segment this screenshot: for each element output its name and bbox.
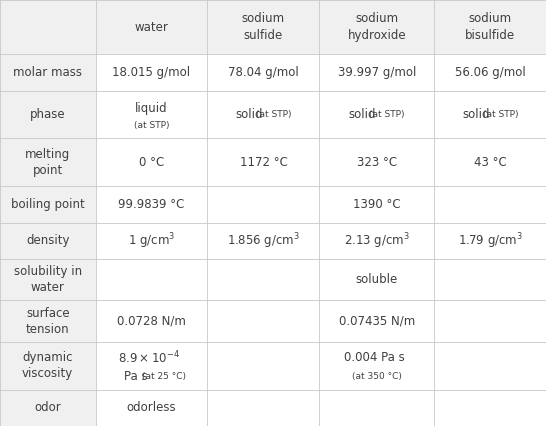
Text: 99.9839 °C: 99.9839 °C [118, 198, 185, 211]
Text: (at STP): (at STP) [256, 110, 292, 119]
Text: dynamic
viscosity: dynamic viscosity [22, 351, 73, 380]
Bar [96, 91, 207, 138]
Bar [96, 223, 207, 259]
Bar [207, 91, 319, 138]
Bar [319, 390, 434, 426]
Bar [434, 223, 546, 259]
Text: solubility in
water: solubility in water [14, 265, 82, 294]
Bar [0, 342, 96, 390]
Bar [207, 390, 319, 426]
Bar [96, 54, 207, 91]
Bar [319, 342, 434, 390]
Bar [0, 300, 96, 342]
Bar [207, 223, 319, 259]
Bar [96, 138, 207, 187]
Text: 0.0728 N/m: 0.0728 N/m [117, 314, 186, 328]
Bar [96, 0, 207, 54]
Bar [434, 0, 546, 54]
Text: odor: odor [34, 401, 61, 414]
Text: water: water [134, 20, 169, 34]
Text: solid: solid [235, 108, 263, 121]
Text: melting
point: melting point [25, 148, 70, 177]
Text: sodium
sulfide: sodium sulfide [242, 12, 285, 42]
Bar [207, 187, 319, 223]
Text: 18.015 g/mol: 18.015 g/mol [112, 66, 191, 79]
Text: molar mass: molar mass [13, 66, 82, 79]
Text: boiling point: boiling point [11, 198, 85, 211]
Text: 1.79 g/cm$^3$: 1.79 g/cm$^3$ [458, 231, 523, 251]
Bar [96, 300, 207, 342]
Bar [96, 187, 207, 223]
Text: 0.07435 N/m: 0.07435 N/m [339, 314, 415, 328]
Text: 56.06 g/mol: 56.06 g/mol [455, 66, 525, 79]
Text: 0 °C: 0 °C [139, 156, 164, 169]
Bar [319, 223, 434, 259]
Text: density: density [26, 234, 69, 248]
Text: sodium
hydroxide: sodium hydroxide [347, 12, 406, 42]
Bar [96, 342, 207, 390]
Text: 1172 °C: 1172 °C [240, 156, 287, 169]
Bar [434, 342, 546, 390]
Text: liquid: liquid [135, 102, 168, 115]
Bar [0, 390, 96, 426]
Bar [319, 187, 434, 223]
Text: 39.997 g/mol: 39.997 g/mol [337, 66, 416, 79]
Bar [434, 390, 546, 426]
Bar [434, 187, 546, 223]
Text: 323 °C: 323 °C [357, 156, 397, 169]
Bar [207, 54, 319, 91]
Text: odorless: odorless [127, 401, 176, 414]
Text: (at 350 °C): (at 350 °C) [352, 372, 402, 381]
Bar [434, 54, 546, 91]
Bar [0, 0, 96, 54]
Bar [96, 259, 207, 300]
Text: (at STP): (at STP) [134, 121, 169, 130]
Text: 1.856 g/cm$^3$: 1.856 g/cm$^3$ [227, 231, 300, 251]
Bar [0, 138, 96, 187]
Bar [319, 0, 434, 54]
Text: 2.13 g/cm$^3$: 2.13 g/cm$^3$ [344, 231, 410, 251]
Bar [207, 342, 319, 390]
Bar [319, 300, 434, 342]
Bar [319, 259, 434, 300]
Bar [207, 0, 319, 54]
Bar [96, 390, 207, 426]
Text: 43 °C: 43 °C [474, 156, 506, 169]
Bar [319, 138, 434, 187]
Text: solid: solid [348, 108, 376, 121]
Text: phase: phase [30, 108, 66, 121]
Bar [319, 91, 434, 138]
Text: sodium
bisulfide: sodium bisulfide [465, 12, 515, 42]
Bar [434, 259, 546, 300]
Bar [207, 138, 319, 187]
Text: Pa s: Pa s [123, 370, 147, 383]
Bar [0, 91, 96, 138]
Bar [434, 138, 546, 187]
Text: $8.9\times10^{-4}$: $8.9\times10^{-4}$ [118, 349, 180, 366]
Bar [0, 223, 96, 259]
Bar [207, 300, 319, 342]
Text: surface
tension: surface tension [26, 307, 69, 336]
Text: (at STP): (at STP) [369, 110, 405, 119]
Bar [319, 54, 434, 91]
Text: 1 g/cm$^3$: 1 g/cm$^3$ [128, 231, 175, 251]
Text: 1390 °C: 1390 °C [353, 198, 401, 211]
Text: (at 25 °C): (at 25 °C) [142, 372, 186, 381]
Text: (at STP): (at STP) [483, 110, 518, 119]
Text: 78.04 g/mol: 78.04 g/mol [228, 66, 299, 79]
Text: solid: solid [462, 108, 490, 121]
Bar [0, 259, 96, 300]
Bar [0, 187, 96, 223]
Bar [434, 300, 546, 342]
Bar [207, 259, 319, 300]
Text: soluble: soluble [355, 273, 398, 286]
Bar [0, 54, 96, 91]
Text: 0.004 Pa s: 0.004 Pa s [343, 351, 405, 364]
Bar [434, 91, 546, 138]
